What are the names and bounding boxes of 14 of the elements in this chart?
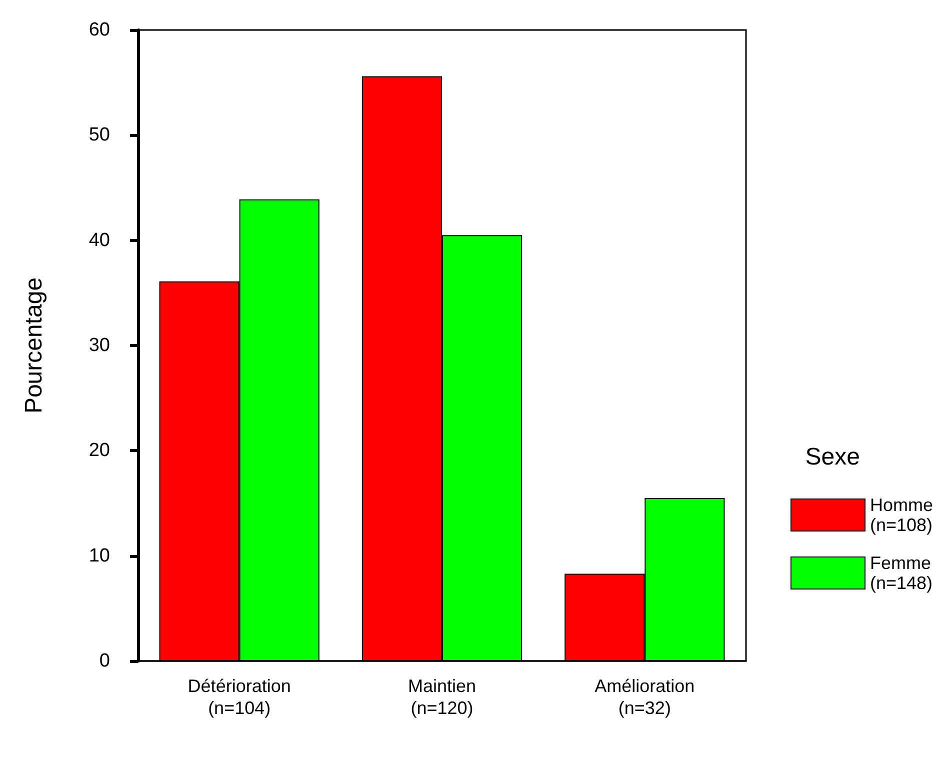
y-tick-label: 40 [88, 230, 110, 251]
y-tick-label: 30 [88, 335, 110, 356]
y-tick-label: 50 [88, 124, 110, 146]
legend-title: Sexe [805, 444, 860, 470]
x-tick-label: Détérioration (n=104) [188, 676, 291, 718]
y-tick-label: 10 [88, 545, 110, 566]
x-tick-label: Maintien (n=120) [408, 676, 476, 718]
legend-label: Femme (n=148) [870, 553, 933, 593]
y-tick-label: 60 [88, 20, 110, 40]
y-tick-label: 20 [88, 440, 110, 462]
x-tick-label: Amélioration (n=32) [594, 676, 695, 718]
y-axis-title: Pourcentage [20, 277, 48, 414]
legend-label: Homme (n=108) [870, 495, 934, 535]
y-tick-label: 0 [99, 650, 110, 672]
